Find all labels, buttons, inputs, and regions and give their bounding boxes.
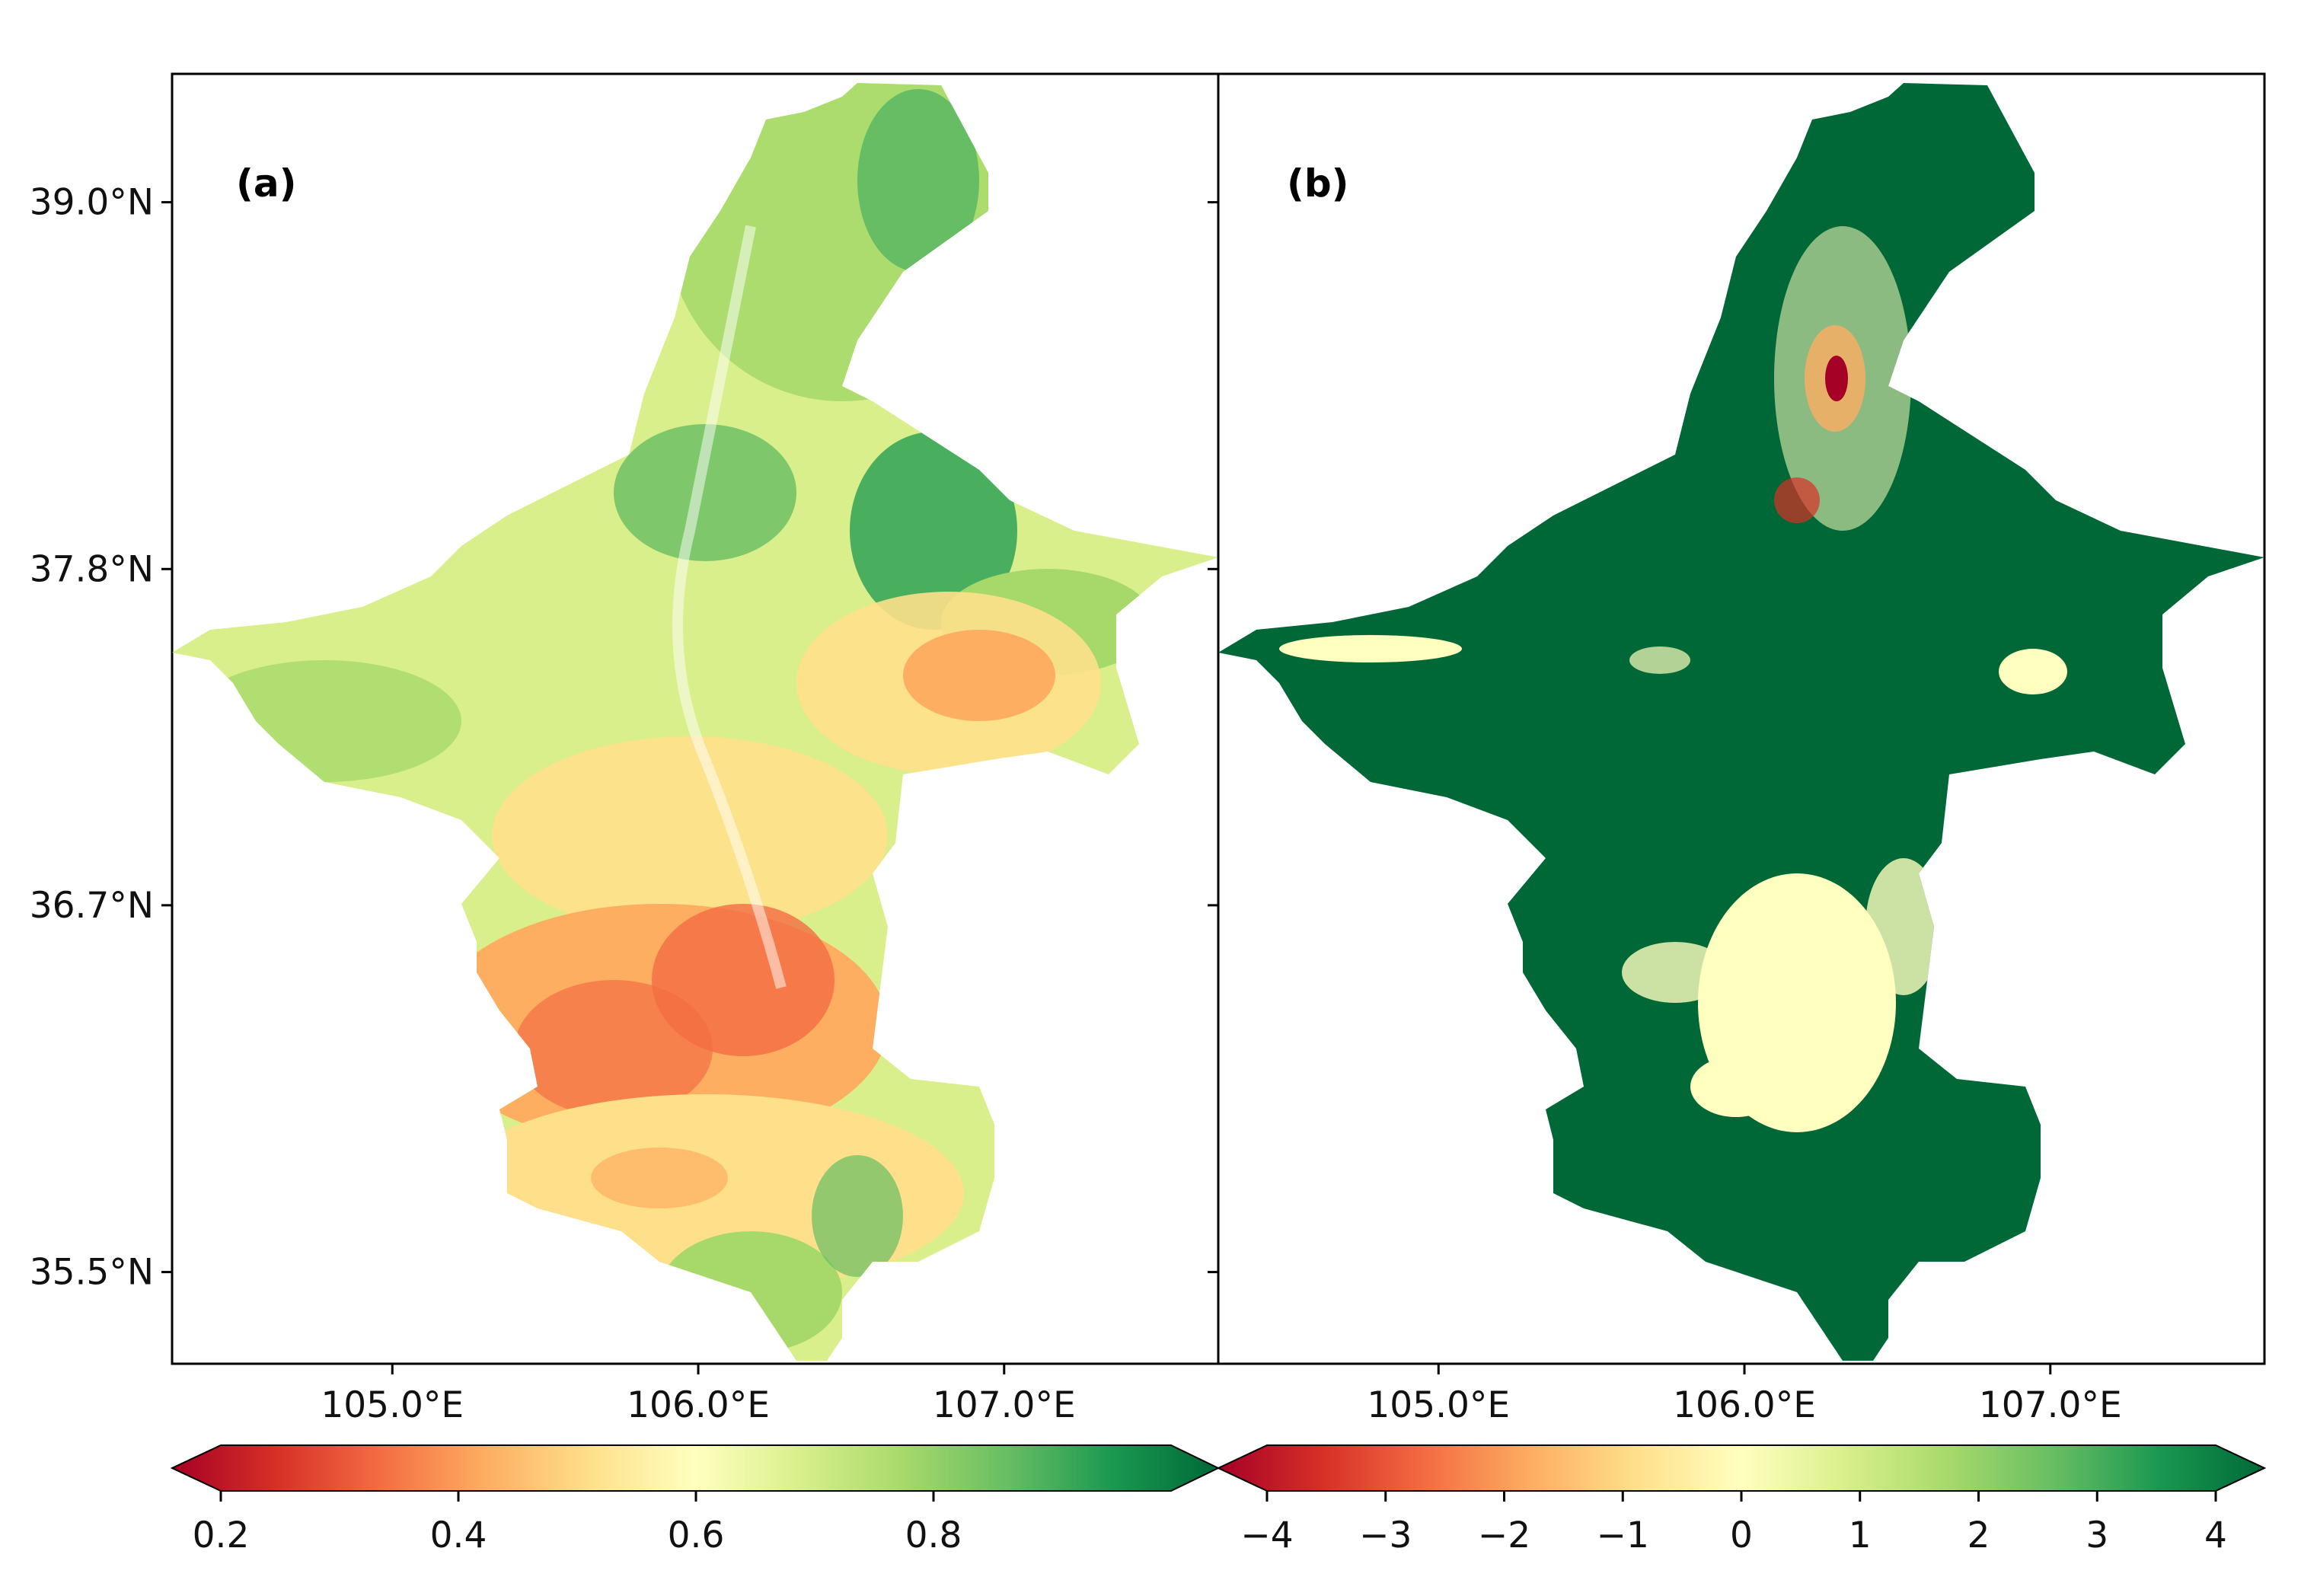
colorbar-b: −4 −3 −2 −1 0 1 2 3 4	[1216, 1444, 2267, 1556]
x-tick-label: 107.0°E	[1979, 1384, 2122, 1426]
x-tick-label: 107.0°E	[933, 1384, 1076, 1426]
colorbar-tick-label: 3	[2086, 1515, 2108, 1556]
colorbar-tick-label: −1	[1597, 1515, 1649, 1556]
map-panel-a: (a) 39.0°N 37.8°N 36.7°N 35.5°N 105.0°E 106.…	[30, 72, 1220, 1426]
x-axis-b: 105.0°E 106.0°E 107.0°E	[1367, 1364, 2122, 1426]
colorbar-tick-label: 1	[1849, 1515, 1872, 1556]
panel-label-a: (a)	[236, 161, 296, 206]
colorbar-tick-label: 0.6	[668, 1515, 725, 1556]
x-tick-label: 106.0°E	[627, 1384, 770, 1426]
panel-label-b: (b)	[1287, 161, 1349, 206]
colorbar-tick-label: 0.2	[193, 1515, 250, 1556]
y-tick-label: 37.8°N	[30, 548, 154, 590]
colorbar-tick-label: −2	[1478, 1515, 1530, 1556]
map-panel-b: (b) 105.0°E 106.0°E 107.0°E	[1208, 72, 2266, 1426]
colorbar-tick-label: −4	[1240, 1515, 1293, 1556]
colorbar-a: 0.2 0.4 0.6 0.8	[170, 1444, 1221, 1556]
x-tick-label: 106.0°E	[1673, 1384, 1816, 1426]
y-axis-b	[1208, 201, 1218, 1274]
x-tick-label: 105.0°E	[1367, 1384, 1510, 1426]
colorbar-tick-label: −3	[1359, 1515, 1412, 1556]
colorbar-tick-label: 4	[2204, 1515, 2227, 1556]
colorbar-tick-label: 0.4	[430, 1515, 487, 1556]
colorbar-tick-label: 0	[1730, 1515, 1753, 1556]
y-tick-label: 36.7°N	[30, 885, 154, 927]
y-tick-label: 39.0°N	[30, 182, 154, 224]
x-axis-a: 105.0°E 106.0°E 107.0°E	[321, 1364, 1076, 1426]
y-axis-a: 39.0°N 37.8°N 36.7°N 35.5°N	[30, 182, 172, 1294]
colorbar-tick-label: 0.8	[905, 1515, 962, 1556]
y-tick-label: 35.5°N	[30, 1252, 154, 1294]
colorbar-tick-label: 2	[1967, 1515, 1990, 1556]
colorbar-b-body	[1216, 1444, 2267, 1492]
x-tick-label: 105.0°E	[321, 1384, 464, 1426]
colorbar-a-body	[170, 1444, 1221, 1492]
